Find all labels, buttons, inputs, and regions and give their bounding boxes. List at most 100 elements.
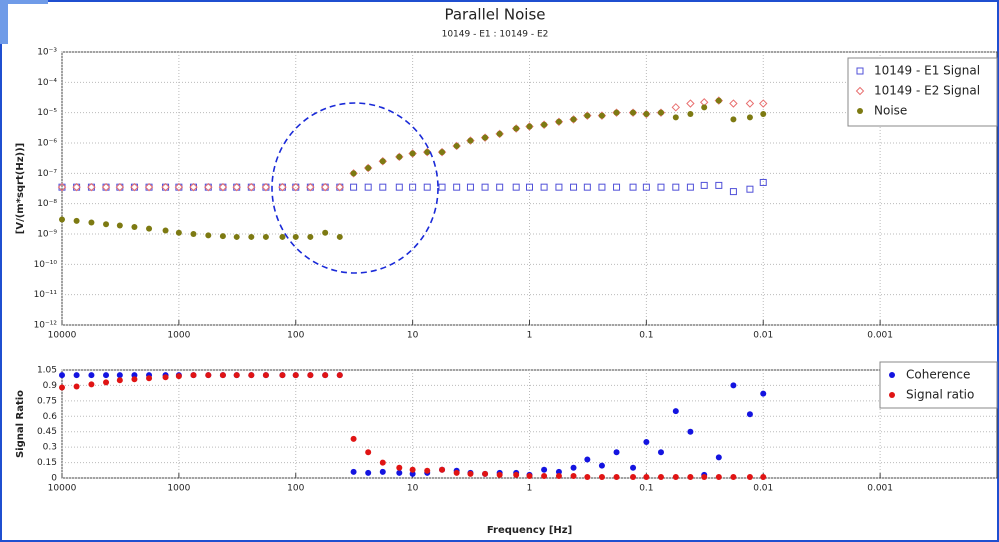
legend-label: Coherence: [906, 368, 970, 382]
y-axis-label: Signal Ratio: [15, 390, 26, 458]
marker-square: [700, 181, 708, 189]
marker-dot: [322, 372, 329, 379]
marker-dot: [857, 108, 863, 114]
x-tick-label: 1000: [167, 331, 190, 341]
marker-dot: [657, 473, 664, 480]
marker-dot: [379, 468, 386, 475]
marker-diamond: [278, 182, 287, 192]
marker-dot: [496, 130, 503, 137]
legend-box: [879, 361, 998, 409]
marker-dot: [584, 456, 591, 463]
marker-dot: [746, 114, 753, 121]
highlight-circle: [271, 102, 439, 274]
marker-diamond: [320, 182, 330, 192]
x-tick-label: 1: [527, 331, 533, 341]
marker-dot: [131, 372, 138, 379]
marker-dot: [467, 137, 474, 144]
marker-dot: [613, 473, 620, 480]
marker-dot: [630, 473, 637, 480]
marker-square: [629, 183, 637, 191]
marker-dot: [701, 104, 708, 111]
marker-square: [686, 183, 694, 191]
marker-diamond: [261, 182, 271, 192]
marker-diamond: [174, 182, 184, 192]
marker-dot: [482, 470, 489, 477]
marker-dot: [219, 372, 226, 379]
marker-dot: [396, 464, 403, 471]
marker-square: [657, 183, 665, 191]
marker-square: [379, 183, 387, 191]
marker-square: [512, 183, 520, 191]
y-tick-label: 10⁻⁸: [37, 199, 57, 209]
marker-dot: [146, 225, 153, 232]
marker-dot: [262, 372, 269, 379]
marker-dot: [730, 473, 737, 480]
marker-dot: [555, 468, 562, 475]
marker-dot: [396, 153, 403, 160]
marker-dot: [59, 384, 65, 391]
marker-dot: [584, 112, 591, 119]
y-tick-label: 0.6: [43, 412, 58, 422]
marker-diamond: [218, 182, 228, 192]
marker-dot: [365, 449, 372, 456]
y-tick-label: 10⁻¹²: [34, 321, 58, 331]
marker-dot: [103, 372, 110, 379]
marker-square: [466, 183, 474, 191]
x-tick-label: 0.1: [639, 331, 653, 341]
legend-box: [847, 57, 998, 127]
marker-square: [409, 183, 417, 191]
marker-dot: [715, 454, 722, 461]
y-tick-label: 10⁻¹¹: [34, 290, 58, 300]
x-tick-label: 100: [287, 331, 304, 341]
x-tick-label: 10: [407, 331, 419, 341]
marker-dot: [643, 439, 650, 445]
x-axis-label: Frequency [Hz]: [487, 525, 572, 536]
x-tick-label: 10: [407, 484, 419, 494]
y-axis-label: [V/(m*sqrt(Hz))]: [15, 143, 26, 234]
marker-dot: [598, 462, 605, 469]
y-tick-label: 10⁻³: [37, 48, 57, 58]
y-tick-label: 10⁻¹⁰: [34, 260, 58, 270]
marker-dot: [541, 472, 548, 479]
marker-dot: [439, 149, 446, 156]
marker-dot: [175, 373, 182, 380]
chart-subtitle: 10149 - E1 : 10149 - E2: [442, 30, 549, 40]
marker-dot: [889, 392, 895, 398]
marker-dot: [59, 216, 65, 223]
marker-dot: [672, 408, 679, 415]
marker-dot: [205, 372, 212, 379]
marker-dot: [190, 231, 197, 237]
marker-dot: [746, 411, 753, 418]
marker-dot: [467, 470, 474, 477]
chart-title: Parallel Noise: [444, 6, 545, 24]
marker-dot: [336, 233, 343, 240]
marker-dot: [350, 435, 357, 442]
marker-dot: [424, 149, 431, 156]
marker-diamond: [101, 182, 111, 192]
marker-dot: [687, 111, 694, 118]
marker-dot: [541, 121, 548, 128]
marker-square: [481, 183, 489, 191]
marker-dot: [59, 372, 65, 379]
marker-diamond: [72, 182, 81, 192]
x-tick-label: 100: [287, 484, 304, 494]
legend-label: 10149 - E2 Signal: [874, 84, 980, 98]
marker-dot: [570, 116, 577, 123]
marker-dot: [526, 472, 533, 479]
marker-dot: [555, 472, 562, 479]
marker-dot: [409, 470, 416, 477]
marker-dot: [730, 382, 737, 389]
y-tick-label: 0.15: [37, 458, 57, 468]
marker-square: [672, 183, 680, 191]
legend-label: 10149 - E1 Signal: [874, 64, 980, 78]
y-tick-label: 10⁻⁵: [37, 108, 57, 118]
marker-dot: [131, 376, 138, 383]
marker-dot: [541, 466, 548, 473]
marker-dot: [396, 469, 403, 476]
marker-diamond: [306, 182, 315, 192]
y-tick-label: 10⁻⁶: [37, 139, 57, 149]
marker-diamond: [745, 99, 755, 108]
y-tick-label: 10⁻⁹: [37, 230, 57, 240]
x-tick-label: 1000: [167, 484, 190, 494]
